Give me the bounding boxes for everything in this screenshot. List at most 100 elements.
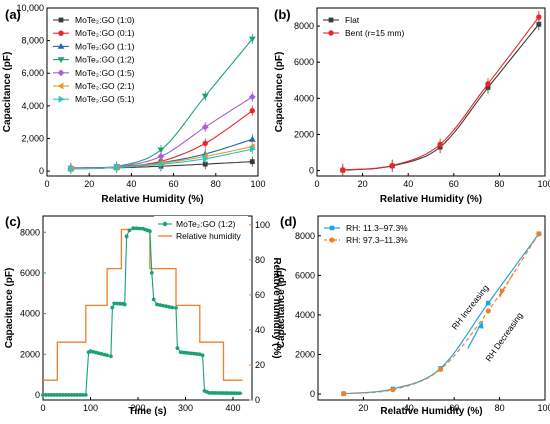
panel-a-data-point	[249, 145, 256, 153]
panel-b-data-point	[389, 162, 395, 169]
panel-d-ytick-label: 0	[310, 389, 315, 399]
panel-c-legend-box	[154, 216, 248, 243]
panel-a-legend-label: MoTe₂:GO (1:0)	[75, 15, 135, 25]
panel-c-data-point	[63, 393, 68, 397]
panel-a-data-point	[202, 140, 208, 147]
panel-c-data-point	[66, 393, 71, 397]
panel-b-legend-marker	[328, 17, 334, 23]
panel-c-data-point	[149, 271, 154, 275]
panel-d-legend-label: RH: 11.3–97.3%	[346, 223, 408, 233]
panel-d-annotation-increasing: RH Increasing	[449, 283, 490, 332]
panel-c-data-point	[210, 391, 214, 395]
panel-c-data-point	[112, 301, 117, 306]
panel-c-data-point	[229, 391, 234, 396]
panel-c-data-point	[155, 302, 159, 307]
panel-d-arrowhead-increasing	[477, 320, 484, 329]
panel-c-data-point	[170, 305, 175, 310]
panel-c-data-point	[124, 234, 129, 239]
panel-d-xlabel: Relative Humidity (%)	[380, 406, 482, 417]
panel-c-data-point	[151, 297, 156, 302]
panel-b-legend-label: Bent (r=15 mm)	[345, 28, 404, 38]
panel-c-ytick-label: 0	[35, 390, 40, 400]
panel-c-data-point	[200, 353, 205, 358]
panel-a-data-point	[249, 108, 256, 114]
panel-a-xtick-label: 100	[250, 179, 265, 189]
panel-a-ytick-label: 10,000	[16, 3, 44, 13]
panel-c-data-point	[75, 393, 80, 397]
panel-c-data-point	[109, 354, 113, 359]
panel-a-legend-label: MoTe₂:GO (1:1)	[75, 41, 135, 51]
panel-d-ytick-label: 4000	[295, 310, 315, 320]
panel-c-data-point	[134, 226, 139, 231]
panel-c-data-point	[105, 353, 110, 358]
panel-c-xtick-label: 200	[130, 403, 145, 413]
panel-b-data-point	[536, 14, 542, 20]
panel-a-data-point	[114, 164, 121, 171]
panel-b-ytick-label: 0	[309, 166, 314, 176]
panel-c-legend-label: Relative humidity	[176, 231, 241, 241]
panel-b-legend-label: Flat	[345, 15, 360, 25]
panel-a-data-point	[248, 36, 256, 43]
panel-d-frame	[317, 215, 546, 401]
panel-a-ytick-label: 6,000	[21, 68, 44, 78]
panel-c-y2tick-label: 40	[255, 325, 265, 335]
panel-a-legend-label: MoTe₂:GO (1:5)	[75, 68, 135, 78]
panel-a-legend-label: MoTe₂:GO (0:1)	[75, 28, 135, 38]
panel-a-xtick-label: 80	[211, 179, 221, 189]
panel-a-legend-marker	[57, 69, 65, 77]
panel-d-ytick-label: 2000	[295, 349, 315, 359]
panel-c-xtick-label: 300	[178, 403, 193, 413]
panel-c-y2tick-label: 100	[255, 220, 270, 230]
panel-c-data-point	[226, 391, 231, 396]
panel-c-data-point	[158, 303, 162, 307]
panel-b-ytick-label: 4000	[294, 93, 314, 103]
panel-d-legend-marker	[329, 237, 335, 243]
panel-a-legend-label: MoTe₂:GO (2:1)	[75, 81, 135, 91]
panel-a-label: (a)	[5, 7, 21, 22]
panel-c-xtick-label: 400	[225, 403, 240, 413]
panel-d-label: (d)	[280, 214, 297, 229]
panel-b-xtick-label: 20	[358, 179, 368, 189]
panel-a-ytick-label: 4,000	[21, 101, 44, 111]
panel-d-data-point	[341, 391, 347, 397]
panel-c-y2tick-label: 20	[255, 360, 265, 370]
panel-b-xtick-label: 40	[403, 179, 413, 189]
panel-c-data-point	[52, 393, 57, 397]
panel-a-legend-marker	[57, 82, 64, 90]
panel-a-data-point	[68, 165, 75, 173]
panel-c-ylabel: Capacitance (pF)	[4, 268, 15, 349]
panel-c-y2tick-label: 80	[255, 255, 265, 265]
panel-c-capacitance-line	[43, 227, 243, 396]
panel-c-data-point	[41, 393, 45, 397]
panel-c-data-point	[78, 393, 82, 397]
panel-c-data-point	[58, 393, 62, 397]
panel-c-data-point	[49, 393, 54, 397]
panel-a-xlabel: Relative Humidity (%)	[101, 194, 203, 205]
panel-c-label: (c)	[5, 214, 21, 229]
panel-d-data-point	[485, 308, 491, 314]
panel-c-y2tick-label: 0	[255, 395, 260, 405]
panel-c-xlabel: Time (s)	[128, 406, 166, 417]
panel-c-data-point	[232, 391, 237, 396]
panel-b-data-point	[485, 81, 491, 87]
panel-c-data-point	[81, 393, 85, 397]
panel-c-data-point	[175, 346, 180, 351]
panel-d-ytick-label: 6000	[295, 270, 315, 280]
panel-c-rh-line	[43, 228, 243, 381]
panel-a-data-point	[201, 123, 209, 131]
panel-c-data-point	[46, 393, 51, 397]
panel-a-legend-marker	[57, 43, 65, 49]
panel-b-frame	[316, 7, 546, 177]
panel-b-ytick-label: 2000	[294, 129, 314, 139]
panel-c-xtick-label: 0	[40, 403, 45, 413]
panel-c-data-point	[137, 226, 142, 231]
panel-b-ytick-label: 6000	[294, 57, 314, 67]
panel-a-frame	[46, 7, 259, 177]
panel-a-legend-marker	[58, 17, 64, 23]
panel-a-ytick-label: 0	[39, 166, 44, 176]
panel-a-data-point	[157, 147, 165, 154]
panel-a-ytick-label: 8,000	[21, 36, 44, 46]
panel-c-data-point	[69, 393, 74, 397]
panel-c-data-point	[127, 228, 132, 233]
